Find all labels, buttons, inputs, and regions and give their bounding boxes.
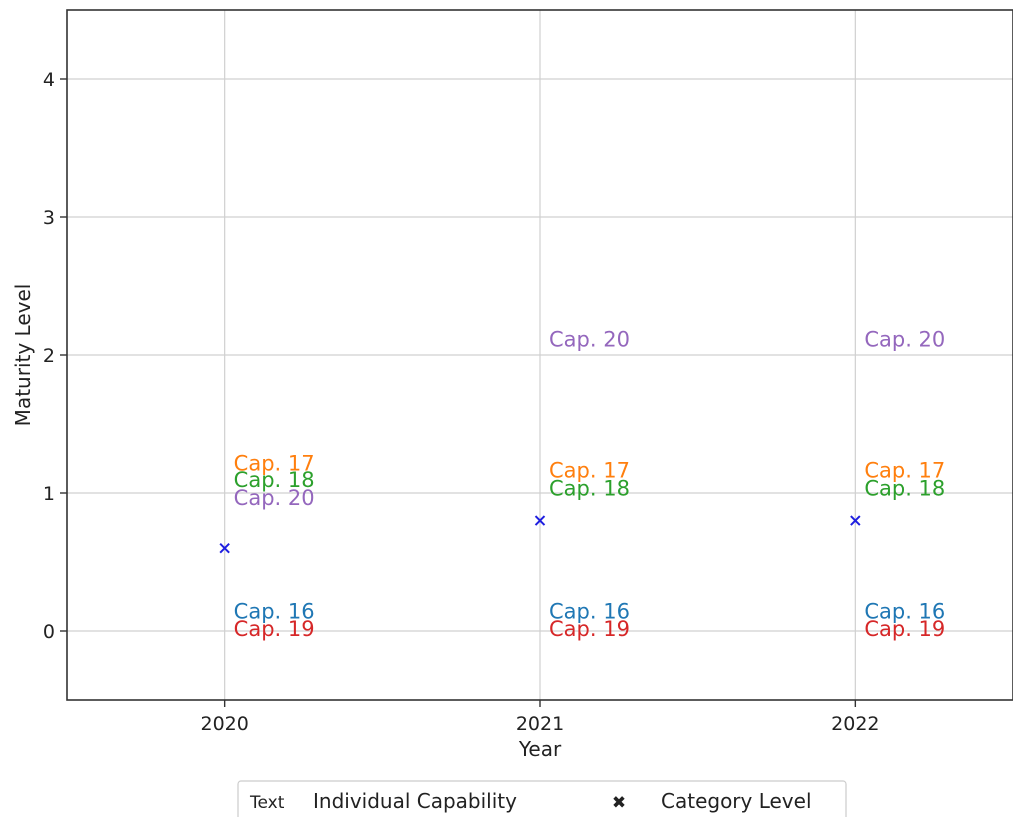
category-level-markers — [219, 515, 861, 554]
y-tick-label: 4 — [43, 69, 55, 91]
category-level-marker — [534, 515, 546, 526]
legend-label-individual-capability: Individual Capability — [313, 789, 517, 813]
capability-label: Cap. 19 — [234, 617, 315, 641]
capability-label: Cap. 16 — [549, 599, 630, 623]
capability-label: Cap. 18 — [864, 476, 945, 500]
y-tick-label: 2 — [43, 345, 55, 367]
category-level-marker — [850, 515, 861, 526]
x-tick-label: 2022 — [831, 713, 879, 735]
y-tick-label: 1 — [43, 483, 55, 505]
axis-ticks: 0 1 2 3 4 2020 2021 2022 — [43, 69, 880, 735]
capability-label: Cap. 19 — [549, 617, 630, 641]
legend-x-marker-icon: ✖ — [612, 793, 626, 813]
capability-label: Cap. 17 — [549, 459, 630, 483]
legend: Text Individual Capability ✖ Category Le… — [237, 780, 847, 817]
category-level-marker — [219, 542, 230, 554]
capability-label: Cap. 16 — [864, 599, 945, 623]
legend-box — [237, 780, 847, 817]
legend-text-sample: Text — [249, 793, 285, 813]
capability-label: Cap. 20 — [864, 327, 945, 351]
capability-label: Cap. 20 — [234, 486, 315, 510]
y-axis-title: Maturity Level — [11, 284, 35, 427]
capability-label: Cap. 17 — [234, 452, 315, 476]
capability-label: Cap. 16 — [234, 599, 315, 623]
capability-label: Cap. 19 — [864, 617, 945, 641]
grid — [67, 10, 1013, 700]
x-axis-title: Year — [518, 737, 562, 761]
capability-label: Cap. 20 — [549, 327, 630, 351]
x-tick-label: 2021 — [516, 713, 564, 735]
y-tick-label: 0 — [43, 621, 55, 643]
capability-label: Cap. 18 — [234, 468, 315, 492]
x-tick-label: 2020 — [200, 713, 248, 735]
y-tick-label: 3 — [43, 207, 55, 229]
capability-label: Cap. 17 — [864, 459, 945, 483]
capability-label: Cap. 18 — [549, 476, 630, 500]
legend-label-category-level: Category Level — [661, 789, 812, 813]
